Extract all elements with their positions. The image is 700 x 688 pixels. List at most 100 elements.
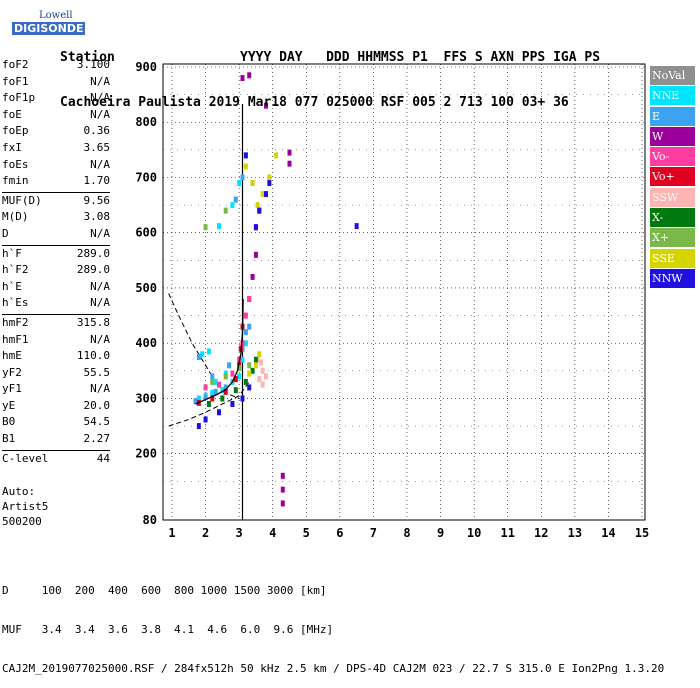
param-value: N/A	[90, 91, 110, 105]
auto-software: Artist5	[2, 500, 49, 513]
x-tick-label: 12	[534, 526, 548, 540]
param-name: yF2	[2, 365, 22, 379]
legend-item-x-: X-	[650, 208, 695, 228]
param-row: hmE 110.0	[2, 349, 110, 366]
echo-point-nnw	[247, 384, 252, 391]
param-name: foF1p	[2, 91, 36, 105]
param-value: 315.8	[76, 315, 110, 329]
echo-point-ssw	[258, 359, 263, 366]
param-row: h`F 289.0	[2, 247, 110, 264]
param-row: foEs N/A	[2, 158, 110, 175]
station-header: Station YYYY DAY DDD HHMMSS P1 FFS S AXN…	[60, 20, 600, 125]
legend-item-vo-: Vo-	[650, 147, 695, 167]
param-value: N/A	[90, 74, 110, 88]
x-tick-label: 15	[635, 526, 649, 540]
echo-point-vo-	[233, 376, 238, 383]
y-tick-label: 80	[143, 513, 157, 527]
param-value: 44	[96, 451, 110, 465]
y-tick-label: 400	[135, 336, 157, 350]
param-name: foEp	[2, 124, 29, 138]
param-value: 110.0	[76, 349, 110, 363]
echo-point-nne	[210, 389, 215, 396]
echo-point-x-	[253, 356, 258, 363]
echo-point-e	[233, 196, 238, 203]
echo-point-nne	[206, 348, 211, 355]
dashed-curve	[168, 381, 250, 427]
echo-point-e	[247, 323, 252, 330]
param-name: C-level	[2, 451, 49, 465]
param-name: h`F	[2, 246, 22, 260]
param-name: B1	[2, 432, 16, 446]
param-name: foE	[2, 107, 22, 121]
logo-digisonde: DIGISONDE	[12, 22, 86, 35]
param-value: 3.08	[83, 210, 111, 224]
scaled-parameters-panel: foF2 3.100 foF1 N/A foF1p N/A foE N/A foEp 0.36 fx…	[2, 58, 110, 468]
echo-point-nnw	[257, 207, 262, 214]
echo-point-ssw	[257, 376, 262, 383]
y-tick-label: 800	[135, 115, 157, 129]
param-row: yE 20.0	[2, 399, 110, 416]
echo-point-x-	[247, 362, 252, 369]
echo-point-sse	[260, 191, 265, 198]
echo-point-vo-	[230, 370, 235, 377]
echo-point-x-	[233, 387, 238, 394]
echo-point-sse	[250, 180, 255, 187]
echo-point-w	[287, 160, 292, 167]
param-name: M(D)	[2, 210, 29, 224]
param-name: hmF1	[2, 332, 29, 346]
echo-point-nnw	[354, 223, 359, 230]
x-tick-label: 11	[500, 526, 514, 540]
echo-point-sse	[243, 163, 248, 170]
legend-item-sse: SSE	[650, 248, 695, 268]
param-row: foEp 0.36	[2, 124, 110, 141]
echo-point-nnw	[196, 423, 201, 430]
param-row: h`F2 289.0	[2, 263, 110, 280]
param-name: fxI	[2, 140, 22, 154]
x-tick-label: 3	[236, 526, 243, 540]
echo-point-e	[227, 362, 232, 369]
param-value: 1.70	[83, 174, 111, 188]
param-row: B0 54.5	[2, 415, 110, 432]
param-row: h`Es N/A	[2, 296, 110, 313]
param-value: N/A	[90, 382, 110, 396]
echo-point-sse	[247, 370, 252, 377]
echo-point-w	[287, 149, 292, 156]
param-row: MUF(D) 9.56	[2, 194, 110, 211]
auto-label: Auto:	[2, 485, 36, 498]
echo-point-e	[243, 329, 248, 336]
echo-point-e	[203, 394, 208, 401]
param-row: foF1 N/A	[2, 75, 110, 92]
param-separator	[2, 244, 110, 246]
param-name: foF1	[2, 74, 29, 88]
echo-point-x-	[210, 378, 215, 385]
param-name: h`F2	[2, 263, 29, 277]
x-tick-label: 4	[269, 526, 276, 540]
header-labels: Station YYYY DAY DDD HHMMSS P1 FFS S AXN…	[60, 50, 601, 65]
param-value: 54.5	[83, 415, 111, 429]
echo-point-vo-	[203, 384, 208, 391]
echo-point-x-	[206, 400, 211, 407]
echo-point-ssw	[260, 367, 265, 374]
echo-point-nnw	[230, 400, 235, 407]
y-tick-label: 600	[135, 226, 157, 240]
legend-item-e: E	[650, 106, 695, 126]
y-tick-label: 900	[135, 60, 157, 74]
param-name: fmin	[2, 174, 29, 188]
echo-point-x-	[223, 207, 228, 214]
echo-point-nne	[217, 223, 221, 230]
echo-point-nnw	[240, 395, 245, 402]
param-value: 2.27	[83, 432, 111, 446]
echo-point-x-	[223, 373, 228, 380]
echo-point-nnw	[264, 191, 268, 198]
param-value: N/A	[90, 107, 110, 121]
polarization-legend: NoVal NNE E W Vo- Vo+ SSW X- X+ SSE NNW	[650, 66, 695, 289]
param-name: yF1	[2, 382, 22, 396]
echo-point-e	[196, 354, 201, 361]
echo-point-nnw	[243, 152, 248, 159]
param-name: foEs	[2, 157, 29, 171]
param-value: N/A	[90, 279, 110, 293]
param-value: 289.0	[76, 246, 110, 260]
echo-point-vo-	[247, 296, 252, 303]
param-row: hmF2 315.8	[2, 316, 110, 333]
legend-item-w: W	[650, 126, 695, 146]
